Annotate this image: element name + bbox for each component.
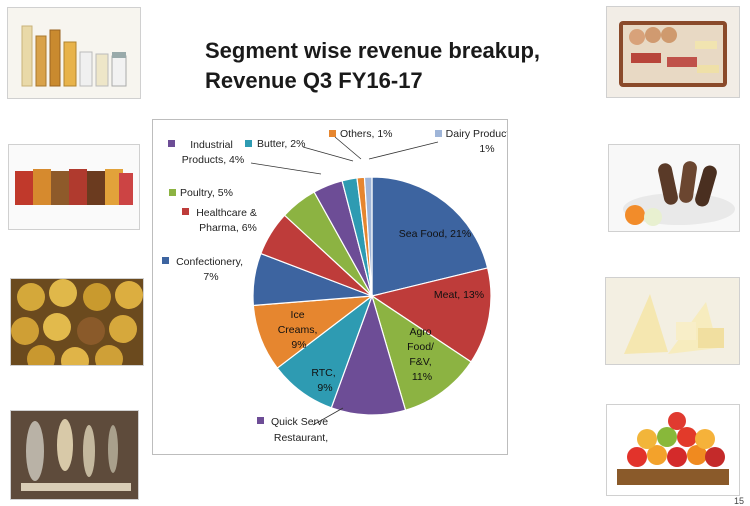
pie-chart-frame: Sea Food, 21% Meat, 13% Agro Food/ F&V, …: [152, 119, 508, 455]
leader-dairy: [368, 141, 439, 160]
slide-title: Segment wise revenue breakup, Revenue Q3…: [205, 36, 605, 96]
legend-swatch-poultry: [169, 189, 176, 196]
pie-slice-meat: [370, 267, 492, 363]
photo-cheese: [605, 277, 740, 365]
label-others: Others, 1%: [340, 128, 393, 140]
legend-swatch-industrial: [168, 140, 175, 147]
photo-fruit-tray: [606, 404, 740, 496]
label-poultry: Poultry, 5%: [180, 187, 233, 199]
label-agro: Agro Food/ F&V, 11%: [407, 326, 437, 383]
photo-rtc-packets: [8, 144, 140, 230]
legend-swatch-confectionery: [162, 257, 169, 264]
pie-slice-sea-food: [371, 176, 489, 297]
legend-swatch-healthcare: [182, 208, 189, 215]
chocolates-image: [11, 279, 143, 365]
vials-image: [8, 8, 140, 98]
label-butter: Butter, 2%: [257, 138, 305, 150]
label-qsr: Quick Serve Restaurant,: [271, 416, 331, 444]
legend-swatch-qsr: [257, 417, 264, 424]
platter-image: [607, 7, 739, 97]
label-healthcare: Healthcare & Pharma, 6%: [196, 207, 260, 234]
title-line-1: Segment wise revenue breakup,: [205, 38, 541, 63]
label-rtc: RTC, 9%: [311, 367, 338, 394]
pie-slice-quick-serve-restaurant: [330, 294, 407, 416]
pie-slice-dairy-products: [363, 176, 373, 297]
title-line-2: Revenue Q3 FY16-17: [205, 68, 423, 93]
legend-swatch-others: [329, 130, 336, 137]
label-ice-creams: Ice Creams, 9%: [278, 309, 321, 351]
photo-medicine-vials: [7, 7, 141, 99]
page-number: 15: [733, 496, 744, 506]
legend-swatch-dairy: [435, 130, 442, 137]
cheese-image: [606, 278, 739, 364]
leader-butter: [302, 146, 354, 162]
photo-chocolates: [10, 278, 144, 366]
leader-industrial: [250, 162, 322, 175]
photo-meat-platter: [606, 6, 740, 98]
pie-chart: Sea Food, 21% Meat, 13% Agro Food/ F&V, …: [162, 128, 507, 444]
photo-ice-cream: [608, 144, 740, 232]
label-sea-food: Sea Food, 21%: [399, 228, 471, 240]
icecream-image: [609, 145, 739, 231]
fish-image: [11, 411, 138, 499]
leader-others: [334, 136, 362, 160]
photo-dried-fish: [10, 410, 139, 500]
legend-swatch-butter: [245, 140, 252, 147]
label-industrial: Industrial Products, 4%: [182, 139, 244, 166]
pie-slice-agro-food-f-v: [370, 294, 472, 411]
label-confectionery: Confectionery, 7%: [176, 256, 246, 283]
label-meat: Meat, 13%: [434, 289, 484, 301]
packets-image: [9, 145, 139, 229]
leader-qsr: [312, 407, 344, 426]
fruit-image: [607, 405, 739, 495]
label-dairy: Dairy Products, 1%: [446, 128, 507, 155]
